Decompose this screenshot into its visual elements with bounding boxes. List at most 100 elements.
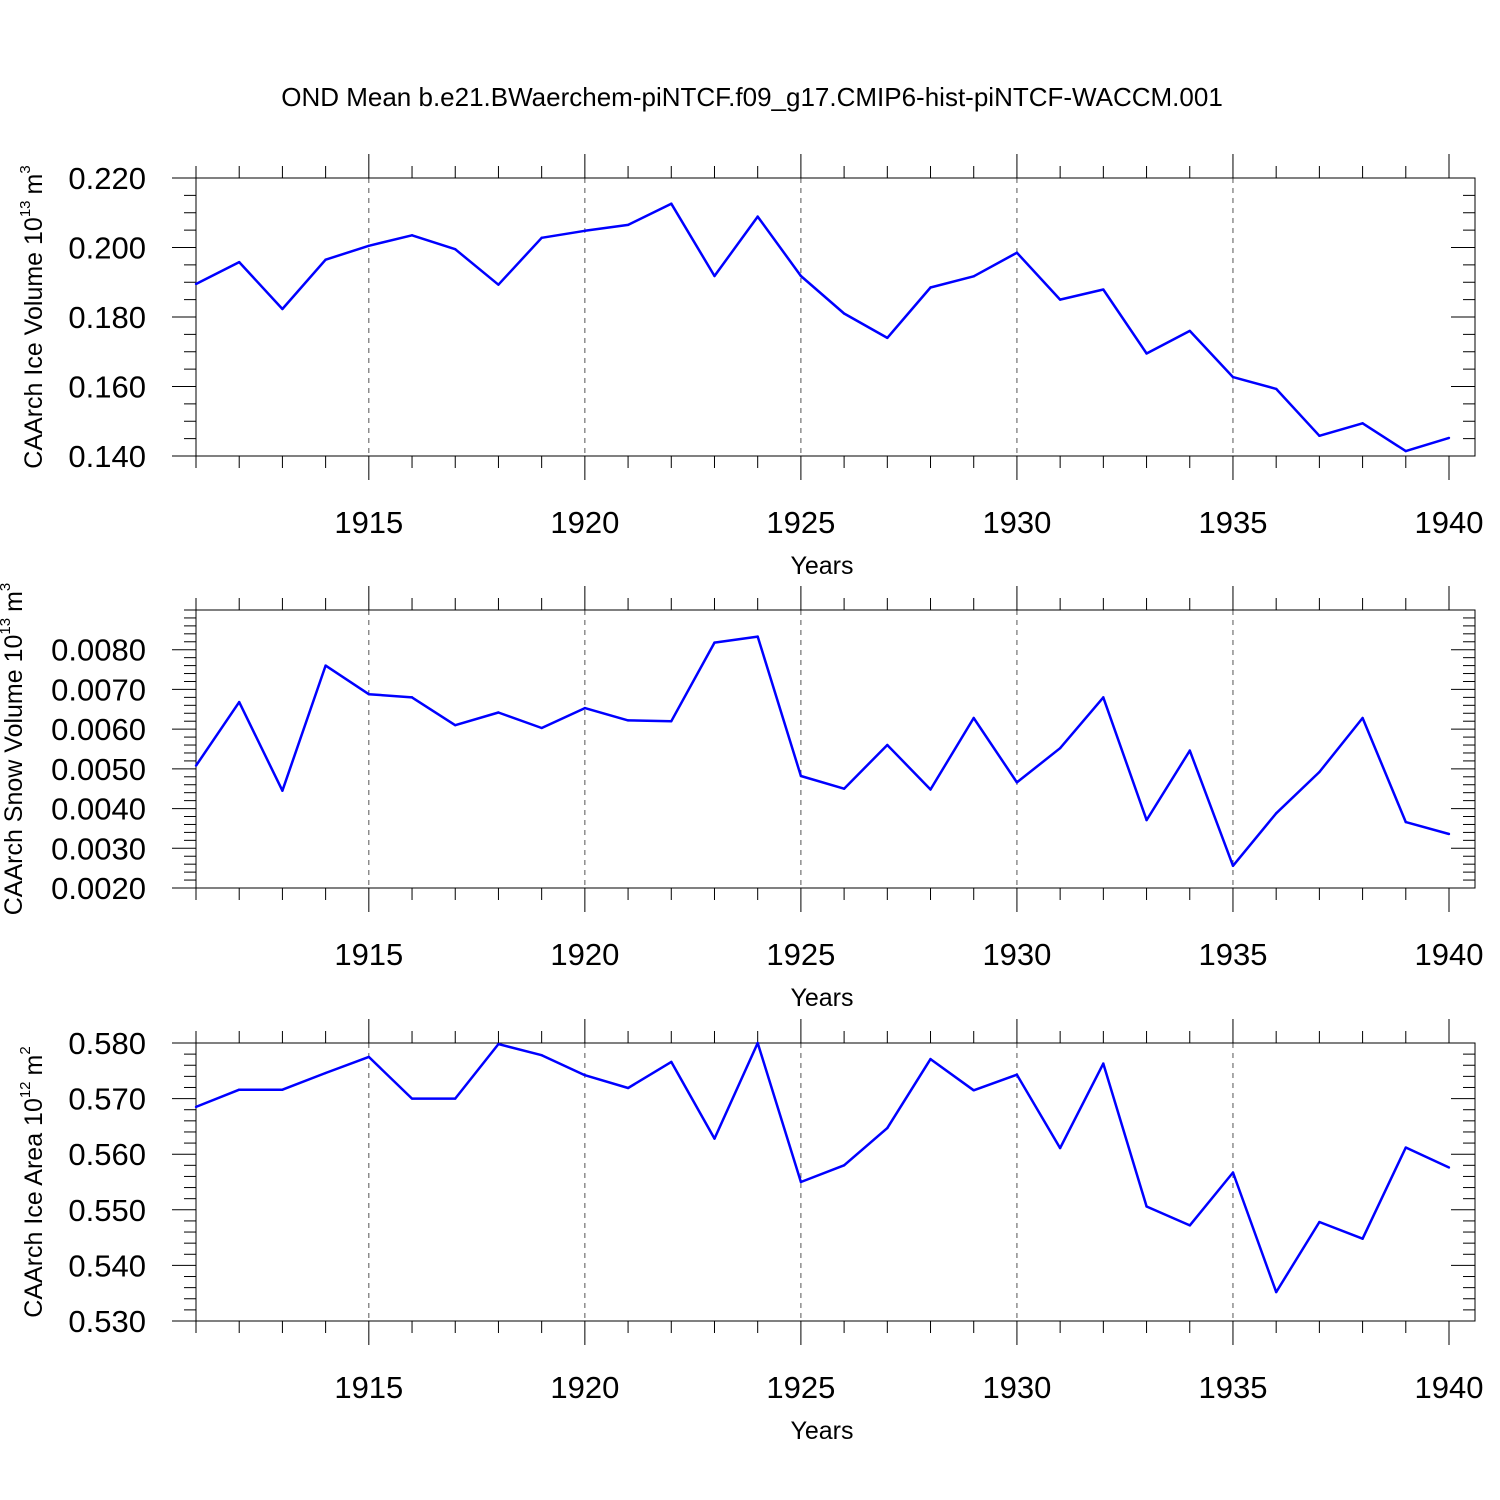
data-point — [281, 789, 284, 792]
y-tick-label: 0.570 — [68, 1082, 146, 1117]
data-point — [1015, 781, 1019, 784]
data-point — [324, 664, 327, 667]
y-tick-label: 0.200 — [68, 231, 146, 266]
data-point — [1318, 1220, 1321, 1224]
y-tick-label: 0.140 — [68, 439, 146, 474]
y-tick-label: 0.560 — [68, 1137, 146, 1172]
y-tick-label: 0.0020 — [51, 871, 146, 906]
data-point — [1274, 812, 1278, 815]
x-tick-label: 1915 — [334, 1370, 403, 1405]
data-point — [886, 1126, 889, 1130]
panel-snow-volume: 1915 1920 1925 1930 1935 1940 Years 0.0020 0.003… — [0, 583, 1483, 1012]
data-point — [626, 719, 630, 722]
data-point — [842, 312, 846, 315]
data-point — [324, 258, 327, 261]
plot-frame — [195, 609, 1476, 889]
data-point — [1015, 251, 1019, 254]
data-point — [626, 1086, 630, 1090]
y-axis-label-main: CAArch Ice Area 10 — [20, 1098, 48, 1318]
data-point — [713, 1137, 716, 1140]
data-point — [324, 1071, 327, 1075]
data-point — [929, 286, 932, 289]
data-point — [842, 787, 846, 790]
data-point — [194, 282, 198, 286]
data-point — [842, 1164, 846, 1167]
x-tick-label: 1935 — [1198, 937, 1267, 972]
chart-title: OND Mean b.e21.BWaerchem-piNTCF.f09_g17.… — [281, 82, 1223, 112]
data-point — [670, 720, 673, 723]
data-point — [713, 641, 716, 644]
data-point — [799, 274, 803, 278]
x-tick-label: 1925 — [766, 937, 835, 972]
y-tick-label: 0.180 — [68, 300, 146, 335]
data-point — [1404, 449, 1407, 453]
y-axis-label: CAArch Ice Area 1012 m2 — [17, 1046, 48, 1317]
data-point — [1188, 1224, 1191, 1227]
x-tick-label: 1915 — [334, 937, 403, 972]
data-point — [1058, 747, 1062, 750]
data-point — [1102, 1062, 1105, 1065]
data-point — [1447, 1166, 1451, 1169]
data-point — [583, 229, 587, 233]
data-point — [238, 260, 241, 264]
y-tick-label: 0.540 — [68, 1248, 146, 1283]
data-point — [454, 723, 457, 727]
data-point — [583, 706, 587, 710]
y-tick-label: 0.580 — [68, 1026, 146, 1061]
data-point — [497, 711, 500, 714]
data-point — [972, 716, 975, 720]
y-tick-label: 0.220 — [68, 161, 146, 196]
series-line — [195, 202, 1450, 453]
y-axis-label-unit-exponent: 3 — [0, 583, 14, 591]
data-point — [972, 1089, 975, 1092]
x-tick-label: 1935 — [1198, 505, 1267, 540]
y-tick-label: 0.530 — [68, 1304, 146, 1339]
data-point — [1231, 375, 1235, 379]
data-point — [929, 788, 932, 791]
y-tick-label: 0.0070 — [51, 672, 146, 707]
data-point — [1361, 716, 1364, 720]
data-point — [713, 274, 716, 278]
data-point — [410, 1097, 414, 1100]
x-tick-label: 1940 — [1415, 937, 1484, 972]
data-point — [540, 1054, 543, 1057]
y-axis-label: CAArch Ice Volume 1013 m3 — [17, 165, 48, 468]
data-point — [367, 692, 371, 696]
y-tick-label: 0.0040 — [51, 792, 146, 827]
data-point — [281, 307, 284, 311]
x-axis-label: Years — [790, 984, 853, 1012]
y-tick-label: 0.0030 — [51, 831, 146, 866]
y-axis-label-unit-exponent: 3 — [17, 165, 34, 173]
x-tick-label: 1925 — [766, 505, 835, 540]
data-point — [583, 1074, 587, 1077]
data-point — [540, 236, 543, 239]
data-point — [972, 275, 975, 278]
data-point — [1318, 770, 1321, 774]
data-point — [1404, 1146, 1407, 1149]
data-point — [1231, 864, 1235, 867]
data-point — [1102, 288, 1105, 291]
data-point — [886, 743, 889, 747]
data-point — [367, 1055, 371, 1059]
data-point — [540, 726, 543, 730]
data-point — [238, 700, 241, 704]
data-point — [756, 1041, 759, 1045]
y-axis-label-main: CAArch Snow Volume 10 — [0, 635, 28, 916]
x-axis-label: Years — [790, 552, 853, 580]
x-tick-label: 1920 — [550, 937, 619, 972]
data-point — [454, 1097, 457, 1100]
x-tick-label: 1940 — [1415, 505, 1484, 540]
data-point — [1404, 820, 1407, 824]
data-point — [1102, 696, 1105, 699]
x-tick-label: 1920 — [550, 505, 619, 540]
data-point — [670, 202, 673, 205]
data-point — [626, 223, 630, 227]
data-point — [1188, 749, 1191, 752]
x-tick-label: 1930 — [982, 937, 1051, 972]
data-point — [497, 1042, 500, 1046]
data-point — [1058, 1146, 1062, 1150]
data-point — [799, 1180, 803, 1184]
y-tick-label: 0.0050 — [51, 752, 146, 787]
